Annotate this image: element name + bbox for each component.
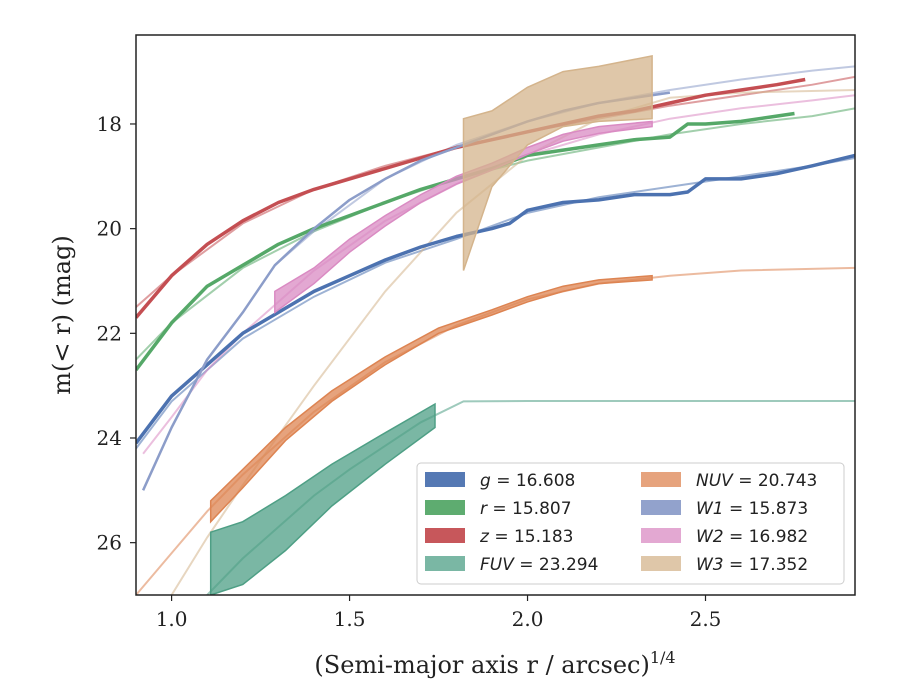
legend-box <box>416 462 845 585</box>
legend-label-w1: W1 = 15.873 <box>696 499 808 519</box>
data-curve-g <box>136 153 855 445</box>
data-band-w3 <box>462 54 653 271</box>
x-tick-label: 2.0 <box>512 607 544 631</box>
legend-swatch-r <box>425 500 465 515</box>
legend-swatch-w3 <box>641 556 681 571</box>
x-tick-label: 2.5 <box>690 607 722 631</box>
legend: g = 16.608 r = 15.807 z = 15.183 FUV = 23.2… <box>416 462 845 585</box>
legend-swatch-fuv <box>425 556 465 571</box>
data-curves <box>136 54 855 595</box>
legend-label-z: z = 15.183 <box>479 527 573 547</box>
x-tick-label: 1.5 <box>334 607 366 631</box>
y-tick-label: 22 <box>97 321 122 345</box>
y-tick-label: 18 <box>97 112 122 136</box>
x-axis-ticks: 1.0 1.5 2.0 2.5 <box>156 595 722 631</box>
legend-label-nuv: NUV = 20.743 <box>696 471 817 491</box>
legend-swatch-w2 <box>641 528 681 543</box>
y-tick-label: 24 <box>97 426 122 450</box>
legend-swatch-w1 <box>641 500 681 515</box>
data-band-w2 <box>274 120 653 314</box>
x-axis-label: (Semi-major axis r / arcsec)1/4 <box>314 648 675 679</box>
y-tick-label: 26 <box>97 531 122 555</box>
plot-frame <box>135 34 856 596</box>
model-curve-g <box>136 157 855 450</box>
legend-label-w2: W2 = 16.982 <box>696 527 808 547</box>
y-axis-label: m(< r) (mag) <box>48 235 76 394</box>
x-tick-label: 1.0 <box>156 607 188 631</box>
y-tick-label: 20 <box>97 217 122 241</box>
legend-label-r: r = 15.807 <box>480 499 572 519</box>
legend-label-w3: W3 = 17.352 <box>696 555 808 575</box>
legend-label-fuv: FUV = 23.294 <box>480 555 598 575</box>
legend-swatch-nuv <box>641 472 681 487</box>
legend-label-g: g = 16.608 <box>480 471 575 491</box>
legend-swatch-g <box>425 472 465 487</box>
data-band-nuv <box>209 274 653 524</box>
y-axis-ticks: 18 20 22 24 26 <box>97 112 136 555</box>
data-band-fuv <box>209 402 436 595</box>
legend-swatch-z <box>425 528 465 543</box>
